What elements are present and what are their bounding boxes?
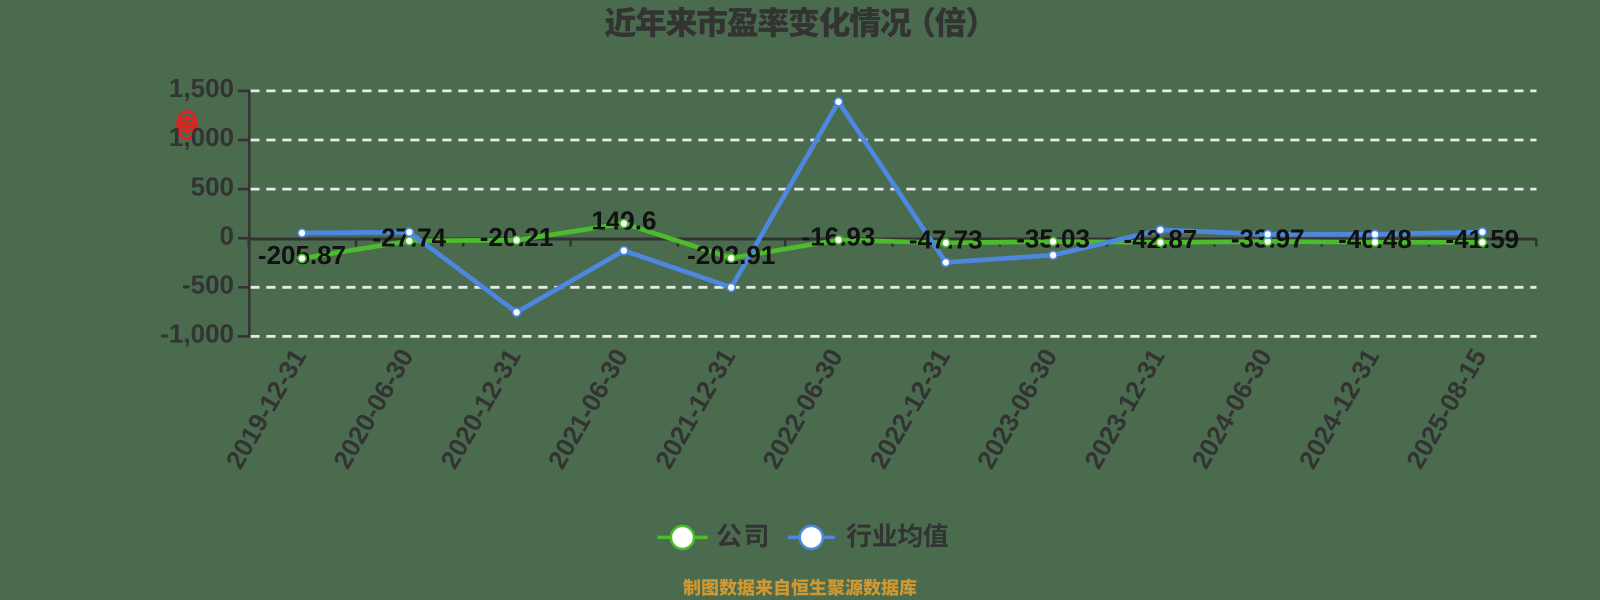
svg-text:0: 0 [220,220,234,250]
svg-text:1,500: 1,500 [169,73,234,103]
svg-text:500: 500 [191,171,234,201]
svg-text:1,000: 1,000 [169,122,234,152]
svg-text:-1,000: -1,000 [160,319,234,349]
svg-text:-500: -500 [182,270,234,300]
